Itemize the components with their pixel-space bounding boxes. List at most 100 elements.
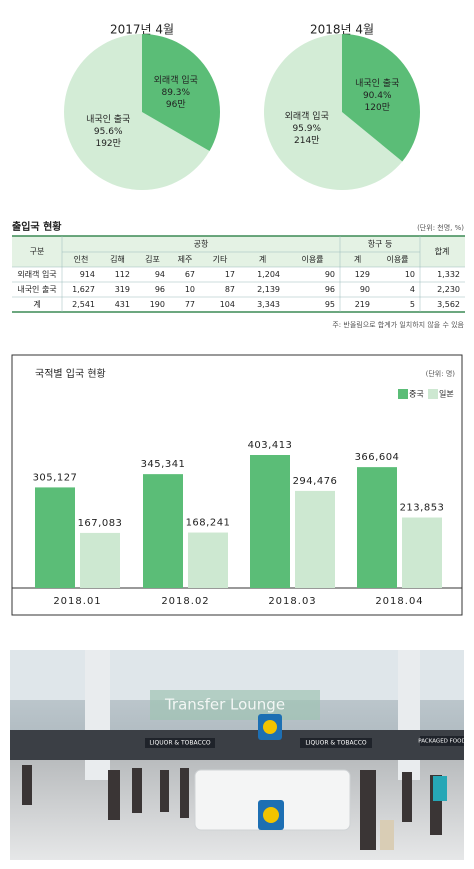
table-cell: 90 (360, 285, 370, 294)
pie-slice (342, 34, 420, 162)
chart-title: 국적별 입국 현황 (35, 367, 106, 380)
slice-rate: 90.4% (363, 91, 392, 101)
table-title: 출입국 현황 (12, 220, 62, 233)
table-cell: 3,343 (257, 300, 280, 309)
photo (10, 650, 464, 860)
sign: Transfer Lounge (164, 696, 285, 714)
table-cell: 319 (115, 285, 130, 294)
table-cell: 1,204 (257, 270, 280, 279)
table-cell: 104 (220, 300, 235, 309)
legend-label: 일본 (439, 390, 454, 399)
table-cell: 2,230 (437, 285, 460, 294)
table-subheader: 이용률 (386, 254, 408, 264)
table-cell: 2,541 (72, 300, 95, 309)
table-cell: 3,562 (437, 300, 460, 309)
pie-slice (142, 34, 220, 151)
table-header-bg (12, 236, 465, 267)
slice-label: 내국인 출국 (86, 114, 130, 125)
slice-value: 192만 (95, 138, 120, 149)
slice-value: 214만 (294, 135, 319, 146)
value-label: 167,083 (78, 518, 123, 529)
table-cell: 4 (410, 285, 415, 294)
slice-label: 외래객 입국 (285, 110, 329, 122)
bar (35, 487, 75, 588)
bar (188, 532, 228, 588)
table-cell: 87 (225, 285, 235, 294)
table-cell: 129 (355, 270, 370, 279)
table-cell: 96 (155, 285, 165, 294)
table-subheader: 제주 (178, 255, 193, 264)
x-tick-label: 2018.03 (268, 596, 316, 607)
table-cell: 96 (325, 285, 335, 294)
slice-value: 120만 (365, 102, 390, 113)
slice-rate: 89.3% (161, 88, 190, 98)
chart-title: 2018년 4월 (310, 23, 374, 37)
table-cell: 10 (405, 270, 415, 279)
table-cell: 112 (115, 270, 130, 279)
slice-rate: 95.6% (94, 127, 123, 137)
bar (295, 490, 335, 588)
table-cell: 5 (410, 300, 415, 309)
table-cell: 2,139 (257, 285, 280, 294)
table-cell: 94 (155, 270, 165, 279)
table-header: 항구 등 (368, 240, 393, 249)
table-header: 공항 (194, 240, 209, 249)
table-subheader: 기타 (213, 255, 228, 264)
value-label: 403,413 (248, 440, 293, 451)
sign: PACKAGED FOOD (418, 739, 465, 745)
sign: LIQUOR & TOBACCO (305, 740, 366, 747)
legend-swatch (428, 389, 438, 399)
table-cell: 914 (80, 270, 95, 279)
x-tick-label: 2018.01 (53, 596, 101, 607)
bar (250, 455, 290, 588)
chart-title: 2017년 4월 (110, 23, 174, 37)
legend-label: 중국 (409, 390, 424, 399)
table-subheader: 계 (354, 254, 361, 264)
value-label: 168,241 (186, 518, 231, 529)
table-cell: 67 (185, 270, 195, 279)
table-cell: 431 (115, 300, 130, 309)
row-label: 외래객 입국 (17, 269, 56, 279)
chart-frame (11, 354, 463, 616)
table-cell: 219 (355, 300, 370, 309)
pie-slice (64, 34, 210, 190)
table-cell: 10 (185, 285, 195, 294)
table-header: 구분 (30, 247, 45, 256)
value-label: 366,604 (355, 452, 400, 463)
table-subheader: 김포 (145, 254, 160, 264)
slice-rate: 95.9% (292, 124, 321, 134)
table-cell: 190 (150, 300, 165, 309)
table-subheader: 김해 (110, 254, 125, 264)
x-tick-label: 2018.04 (375, 596, 423, 607)
x-tick-label: 2018.02 (161, 596, 209, 607)
table-unit: (단위: 천명, %) (417, 223, 464, 232)
table-cell: 1,627 (72, 285, 95, 294)
bar (80, 532, 120, 588)
slice-label: 내국인 출국 (355, 78, 399, 89)
row-label: 내국인 출국 (17, 284, 56, 294)
value-label: 294,476 (293, 476, 338, 487)
slice-label: 외래객 입국 (154, 74, 198, 86)
table-note: 주: 반올림으로 합계가 일치하지 않을 수 있음 (332, 320, 464, 329)
value-label: 213,853 (400, 502, 445, 513)
table-cell: 1,332 (437, 270, 460, 279)
bar (402, 517, 442, 588)
table-cell: 90 (325, 270, 335, 279)
value-label: 305,127 (33, 472, 78, 483)
bar (357, 467, 397, 588)
bar (143, 474, 183, 588)
table-cell: 77 (185, 300, 195, 309)
row-label: 계 (33, 299, 40, 309)
table-subheader: 이용률 (301, 254, 323, 264)
sign: LIQUOR & TOBACCO (149, 740, 210, 747)
table-header: 합계 (435, 246, 450, 256)
value-label: 345,341 (141, 459, 186, 470)
table-cell: 95 (325, 300, 335, 309)
slice-value: 96만 (166, 99, 186, 110)
chart-unit: (단위: 명) (426, 369, 456, 378)
table-subheader: 인천 (74, 254, 89, 264)
legend-swatch (398, 389, 408, 399)
table-subheader: 계 (259, 254, 266, 264)
